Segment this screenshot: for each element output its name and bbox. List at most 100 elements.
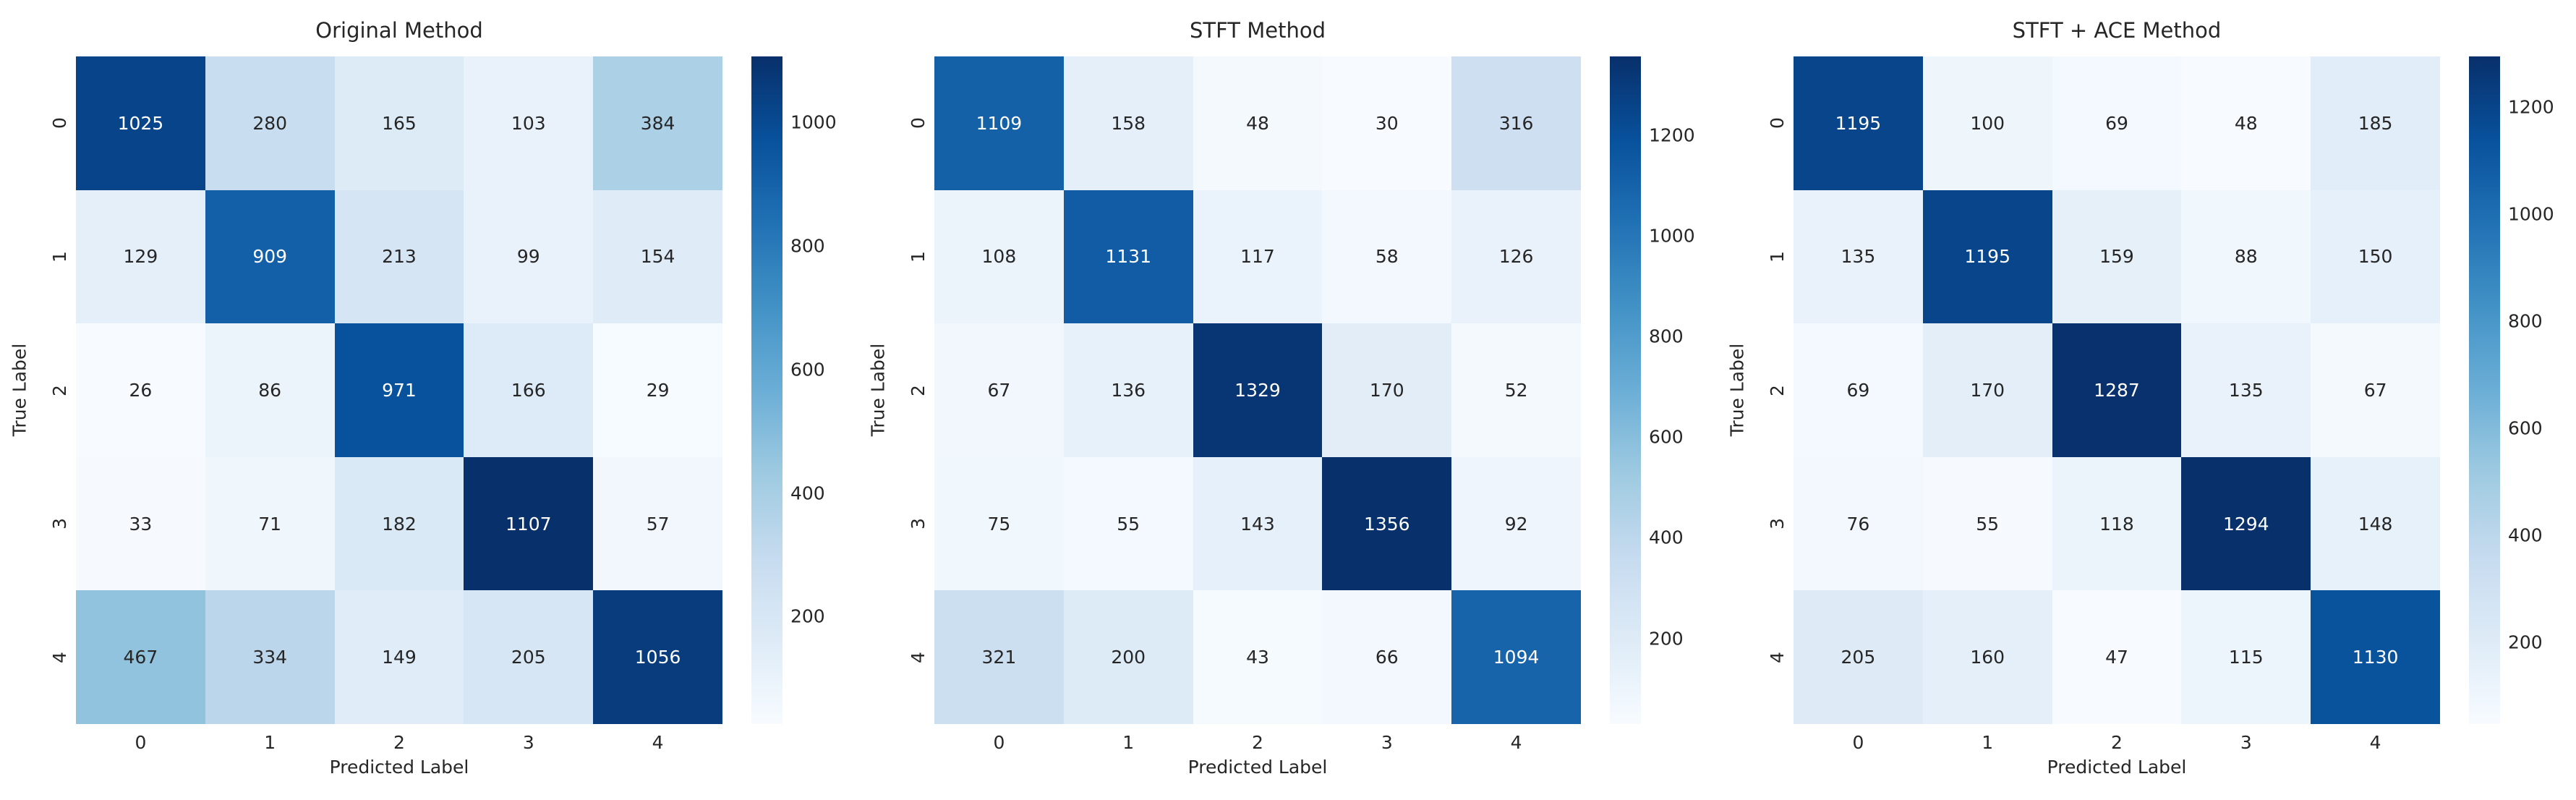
y-tick-label: 1 xyxy=(48,250,70,263)
heatmap-cell: 135 xyxy=(2181,323,2311,457)
heatmap-cell: 47 xyxy=(2052,590,2182,724)
heatmap-cell: 1287 xyxy=(2052,323,2182,457)
heatmap-cell: 1107 xyxy=(464,456,594,591)
colorbar-tick-label: 1000 xyxy=(2508,203,2554,225)
x-tick-label: 1 xyxy=(264,732,276,753)
heatmap-cell: 166 xyxy=(464,323,594,457)
colorbar-tick-label: 200 xyxy=(2508,631,2543,653)
y-axis-label: True Label xyxy=(9,343,30,437)
heatmap-cell: 69 xyxy=(1794,323,1923,457)
y-tick-label: 0 xyxy=(48,117,70,129)
heatmap-panel-stft-ace-method: STFT + ACE Method True Label 1195 100 69 48… xyxy=(1718,0,2576,800)
heatmap-cell: 384 xyxy=(593,56,722,190)
y-tick-label: 2 xyxy=(48,384,70,396)
colorbar-tick-label: 1200 xyxy=(2508,96,2554,118)
x-tick-label: 2 xyxy=(1252,732,1263,753)
heatmap-cell: 100 xyxy=(1922,56,2052,190)
heatmap-cell: 117 xyxy=(1193,190,1323,324)
heatmap-cell: 149 xyxy=(334,590,464,724)
heatmap-cell: 86 xyxy=(205,323,335,457)
heatmap-cell: 158 xyxy=(1063,56,1193,190)
heatmap-cell: 334 xyxy=(205,590,335,724)
heatmap-cell: 26 xyxy=(76,323,205,457)
heatmap-cell: 1109 xyxy=(934,56,1064,190)
x-axis-label: Predicted Label xyxy=(1187,757,1328,778)
heatmap-cell: 143 xyxy=(1193,456,1323,591)
heatmap-cell: 33 xyxy=(76,456,205,591)
y-tick-label: 3 xyxy=(907,518,929,530)
heatmap-grid: 1025 280 165 103 384 129 909 213 99 154 26 86 971 166… xyxy=(76,56,722,724)
y-tick-label: 1 xyxy=(1766,250,1788,263)
x-tick-label: 3 xyxy=(522,732,534,753)
heatmap-cell: 58 xyxy=(1322,190,1452,324)
heatmap-cell: 971 xyxy=(334,323,464,457)
heatmap-cell: 136 xyxy=(1063,323,1193,457)
heatmap-cell: 67 xyxy=(934,323,1064,457)
heatmap-cell: 205 xyxy=(1794,590,1923,724)
heatmap-cell: 118 xyxy=(2052,456,2182,591)
heatmap-grid: 1109 158 48 30 316 108 1131 117 58 126 67 136 1329 17… xyxy=(934,56,1581,724)
heatmap-cell: 1130 xyxy=(2311,590,2440,724)
y-tick-label: 0 xyxy=(907,117,929,129)
x-tick-label: 0 xyxy=(993,732,1005,753)
heatmap-cell: 1329 xyxy=(1193,323,1323,457)
heatmap-cell: 30 xyxy=(1322,56,1452,190)
colorbar-tick-label: 600 xyxy=(790,359,825,380)
y-axis-label: True Label xyxy=(867,343,889,437)
colorbar-tick-label: 800 xyxy=(2508,310,2543,332)
heatmap-cell: 205 xyxy=(464,590,594,724)
heatmap-cell: 67 xyxy=(2311,323,2440,457)
heatmap-cell: 75 xyxy=(934,456,1064,591)
heatmap-grid: 1195 100 69 48 185 135 1195 159 88 150 69 170 1287 13… xyxy=(1794,56,2440,724)
x-tick-label: 3 xyxy=(2240,732,2252,753)
panel-title: STFT Method xyxy=(1190,18,1326,43)
heatmap-cell: 1195 xyxy=(1794,56,1923,190)
colorbar-tick-label: 600 xyxy=(2508,417,2543,439)
heatmap-cell: 129 xyxy=(76,190,205,324)
heatmap-cell: 213 xyxy=(334,190,464,324)
heatmap-cell: 185 xyxy=(2311,56,2440,190)
heatmap-cell: 71 xyxy=(205,456,335,591)
colorbar-tick-label: 1000 xyxy=(1649,225,1695,247)
x-tick-label: 4 xyxy=(1510,732,1522,753)
y-tick-label: 3 xyxy=(48,518,70,530)
heatmap-cell: 150 xyxy=(2311,190,2440,324)
heatmap-cell: 99 xyxy=(464,190,594,324)
heatmap-cell: 1195 xyxy=(1922,190,2052,324)
heatmap-cell: 1131 xyxy=(1063,190,1193,324)
heatmap-cell: 92 xyxy=(1451,456,1581,591)
x-axis-label: Predicted Label xyxy=(2047,757,2187,778)
colorbar-tick-label: 200 xyxy=(790,605,825,627)
colorbar-tick-label: 800 xyxy=(790,235,825,257)
heatmap-cell: 103 xyxy=(464,56,594,190)
heatmap-cell: 200 xyxy=(1063,590,1193,724)
y-tick-label: 2 xyxy=(907,384,929,396)
x-tick-label: 1 xyxy=(1122,732,1135,753)
colorbar-tick-label: 400 xyxy=(2508,524,2543,546)
heatmap-cell: 182 xyxy=(334,456,464,591)
colorbar-tick-label: 800 xyxy=(1649,325,1684,347)
colorbar xyxy=(751,56,782,724)
heatmap-cell: 159 xyxy=(2052,190,2182,324)
heatmap-cell: 170 xyxy=(1922,323,2052,457)
heatmap-panel-stft-method: STFT Method True Label 1109 158 48 30 316 108… xyxy=(858,0,1718,800)
heatmap-cell: 66 xyxy=(1322,590,1452,724)
heatmap-cell: 48 xyxy=(1193,56,1323,190)
heatmap-cell: 108 xyxy=(934,190,1064,324)
colorbar-tick-label: 400 xyxy=(790,482,825,504)
heatmap-cell: 48 xyxy=(2181,56,2311,190)
x-tick-label: 2 xyxy=(393,732,405,753)
x-tick-label: 0 xyxy=(1852,732,1864,753)
heatmap-cell: 76 xyxy=(1794,456,1923,591)
colorbar xyxy=(1610,56,1641,724)
colorbar-tick-label: 400 xyxy=(1649,527,1684,548)
heatmap-cell: 165 xyxy=(334,56,464,190)
colorbar-tick-label: 1000 xyxy=(790,111,837,133)
heatmap-cell: 115 xyxy=(2181,590,2311,724)
colorbar-tick-label: 600 xyxy=(1649,426,1684,448)
heatmap-cell: 126 xyxy=(1451,190,1581,324)
heatmap-cell: 148 xyxy=(2311,456,2440,591)
x-tick-label: 3 xyxy=(1381,732,1393,753)
heatmap-cell: 280 xyxy=(205,56,335,190)
x-tick-label: 2 xyxy=(2111,732,2123,753)
